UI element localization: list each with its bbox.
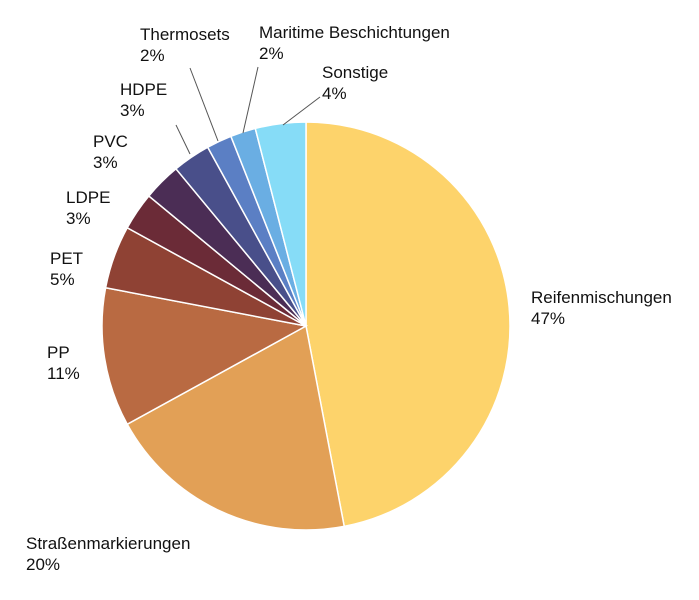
slice-label-name: Reifenmischungen xyxy=(531,288,672,307)
slice-label-name: Maritime Beschichtungen xyxy=(259,23,450,42)
slice-label: HDPE 3% xyxy=(120,79,167,121)
slice-label-percent: 2% xyxy=(259,44,284,63)
pie-slice-pp xyxy=(101,286,309,426)
slice-label-percent: 2% xyxy=(140,46,165,65)
slice-label-name: PET xyxy=(50,249,84,268)
slice-label: Maritime Beschichtungen 2% xyxy=(259,22,450,64)
leader-line xyxy=(189,67,219,142)
slice-label-name: Sonstige xyxy=(322,63,389,82)
slice-label: PP 11% xyxy=(47,342,80,384)
slice-label: LDPE 3% xyxy=(66,187,110,229)
slice-label-percent: 11% xyxy=(47,364,80,383)
pie-slice-sonstige xyxy=(254,121,307,327)
slice-label: PET 5% xyxy=(50,248,83,290)
slice-label-percent: 5% xyxy=(50,270,75,289)
leader-line xyxy=(282,96,321,126)
leader-line xyxy=(242,66,259,134)
slice-label: Sonstige 4% xyxy=(322,62,388,104)
slice-label: Straßenmarkierungen 20% xyxy=(26,533,190,575)
slice-label-name: Straßenmarkierungen xyxy=(26,534,191,553)
slice-label-percent: 3% xyxy=(93,153,118,172)
leader-line xyxy=(175,124,191,155)
slice-label-percent: 47% xyxy=(531,309,566,328)
slice-label: Reifenmischungen 47% xyxy=(531,287,672,329)
slice-label-name: Thermosets xyxy=(140,25,230,44)
slice-label-name: HDPE xyxy=(120,80,168,99)
slice-label-name: PVC xyxy=(93,132,128,151)
slice-label-name: LDPE xyxy=(66,188,111,207)
pie-slice-stra-enmarkierungen xyxy=(126,324,346,531)
slice-label: Thermosets 2% xyxy=(140,24,230,66)
slice-label: PVC 3% xyxy=(93,131,128,173)
slice-label-percent: 3% xyxy=(120,101,145,120)
slice-label-percent: 20% xyxy=(26,555,61,574)
slice-label-name: PP xyxy=(47,343,70,362)
pie-slice-reifenmischungen xyxy=(305,121,511,528)
slice-label-percent: 4% xyxy=(322,84,347,103)
slice-label-percent: 3% xyxy=(66,209,91,228)
